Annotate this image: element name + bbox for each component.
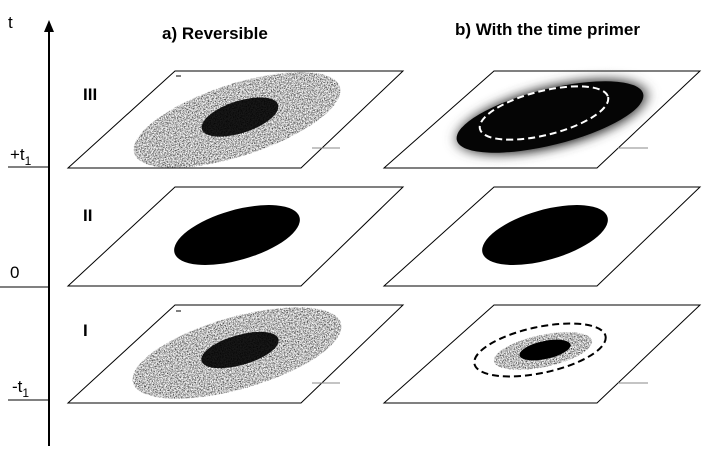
dark-diffuse-cloud xyxy=(450,76,654,158)
row-label-i: I xyxy=(83,321,88,340)
solid-black-ellipse xyxy=(482,205,608,265)
time-axis: t +t1 0 -t1 xyxy=(0,13,54,446)
tick-label-plus-t1: +t1 xyxy=(10,145,32,168)
scattered-particle-cloud xyxy=(133,72,341,168)
panel-a-row-ii xyxy=(66,186,405,287)
time-axis-arrowhead xyxy=(44,20,54,32)
row-label-ii: II xyxy=(83,206,92,225)
dashed-boundary-ellipse xyxy=(473,322,607,378)
panel-a-row-iii xyxy=(66,70,405,169)
row-label-iii: III xyxy=(83,85,97,104)
compact-particle-cloud xyxy=(493,332,593,370)
panel-a-row-i xyxy=(66,304,405,404)
tick-label-minus-t1: -t1 xyxy=(12,377,29,400)
panel-b-row-i xyxy=(382,304,702,404)
panel-b-row-iii xyxy=(382,70,702,169)
column-title-time-primer: b) With the time primer xyxy=(455,20,640,39)
column-title-reversible: a) Reversible xyxy=(162,24,268,43)
solid-black-ellipse xyxy=(174,205,300,265)
scattered-particle-cloud xyxy=(132,307,342,399)
time-axis-label: t xyxy=(8,13,13,32)
tick-label-zero: 0 xyxy=(10,263,19,282)
panel-b-row-ii xyxy=(382,186,702,287)
